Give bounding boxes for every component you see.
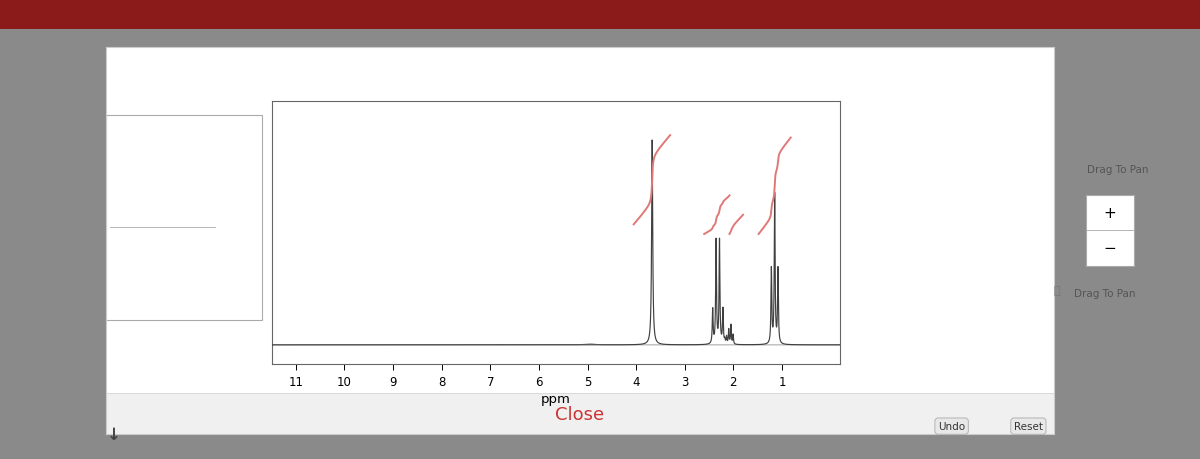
X-axis label: ppm: ppm xyxy=(541,392,571,405)
Text: Close: Close xyxy=(556,405,604,423)
Text: −: − xyxy=(1104,241,1116,256)
Text: Drag To Pan: Drag To Pan xyxy=(1074,289,1135,299)
Text: ✊: ✊ xyxy=(1054,286,1061,296)
Text: Drag To Pan: Drag To Pan xyxy=(1087,165,1148,175)
Bar xyxy=(106,393,1054,434)
Text: Undo: Undo xyxy=(938,421,965,431)
Text: ↓: ↓ xyxy=(107,425,121,443)
Text: +: + xyxy=(1104,205,1116,220)
Text: Reset: Reset xyxy=(1014,421,1043,431)
FancyBboxPatch shape xyxy=(106,116,262,320)
